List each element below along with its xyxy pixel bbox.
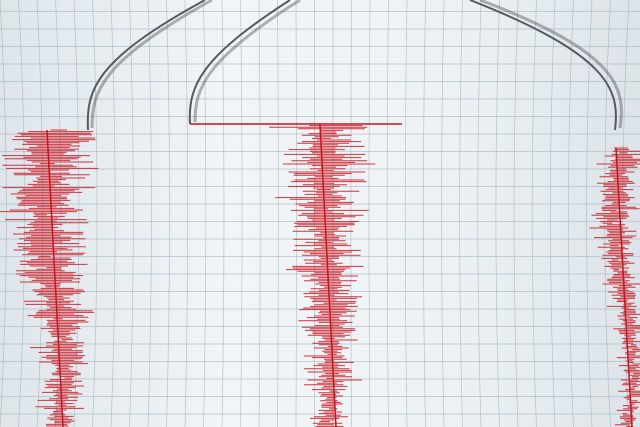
trace-spine [615, 147, 633, 427]
grid-line-vertical [495, 0, 500, 427]
grid-line-vertical [459, 0, 463, 427]
needle-shadow [479, 0, 623, 129]
grid-line-vertical [240, 0, 243, 427]
needle-arm [86, 0, 206, 131]
grid-line-vertical [18, 0, 25, 427]
grid-line-vertical [568, 0, 574, 427]
grid-line-vertical [368, 0, 371, 427]
trace-left [0, 129, 99, 427]
grid-line-vertical [586, 0, 593, 427]
needles [86, 0, 623, 131]
trace-center [269, 123, 376, 427]
grid-line-vertical [258, 0, 261, 427]
grid-line-vertical [513, 0, 519, 427]
trace-right [589, 147, 640, 427]
needle-shadow [90, 0, 213, 129]
grid-line-vertical [441, 0, 445, 427]
grid-line-vertical [203, 0, 207, 427]
trace-spine [46, 129, 64, 427]
grid-line-vertical [404, 0, 408, 427]
grid-line-vertical [423, 0, 426, 427]
grid-line-vertical [549, 0, 556, 427]
needle-arm [469, 0, 617, 131]
grid-line-vertical [166, 0, 170, 427]
grid-line-vertical [277, 0, 279, 427]
grid-line-vertical [221, 0, 225, 427]
grid-line-vertical [92, 0, 98, 427]
grid-line-vertical [350, 0, 352, 427]
grid-line-vertical [110, 0, 116, 427]
needle-shadow [193, 0, 301, 123]
grid-line-vertical [531, 0, 537, 427]
grid-line-vertical [147, 0, 152, 427]
grid-line-vertical [0, 0, 7, 427]
grid-line-vertical [129, 0, 134, 427]
seismic-traces [0, 123, 640, 427]
grid-line-vertical [477, 0, 482, 427]
grid-line-vertical [184, 0, 189, 427]
trace-spine [319, 123, 337, 427]
grid-line-vertical [386, 0, 389, 427]
needle-arm [188, 0, 291, 125]
grid-line-vertical [73, 0, 80, 427]
